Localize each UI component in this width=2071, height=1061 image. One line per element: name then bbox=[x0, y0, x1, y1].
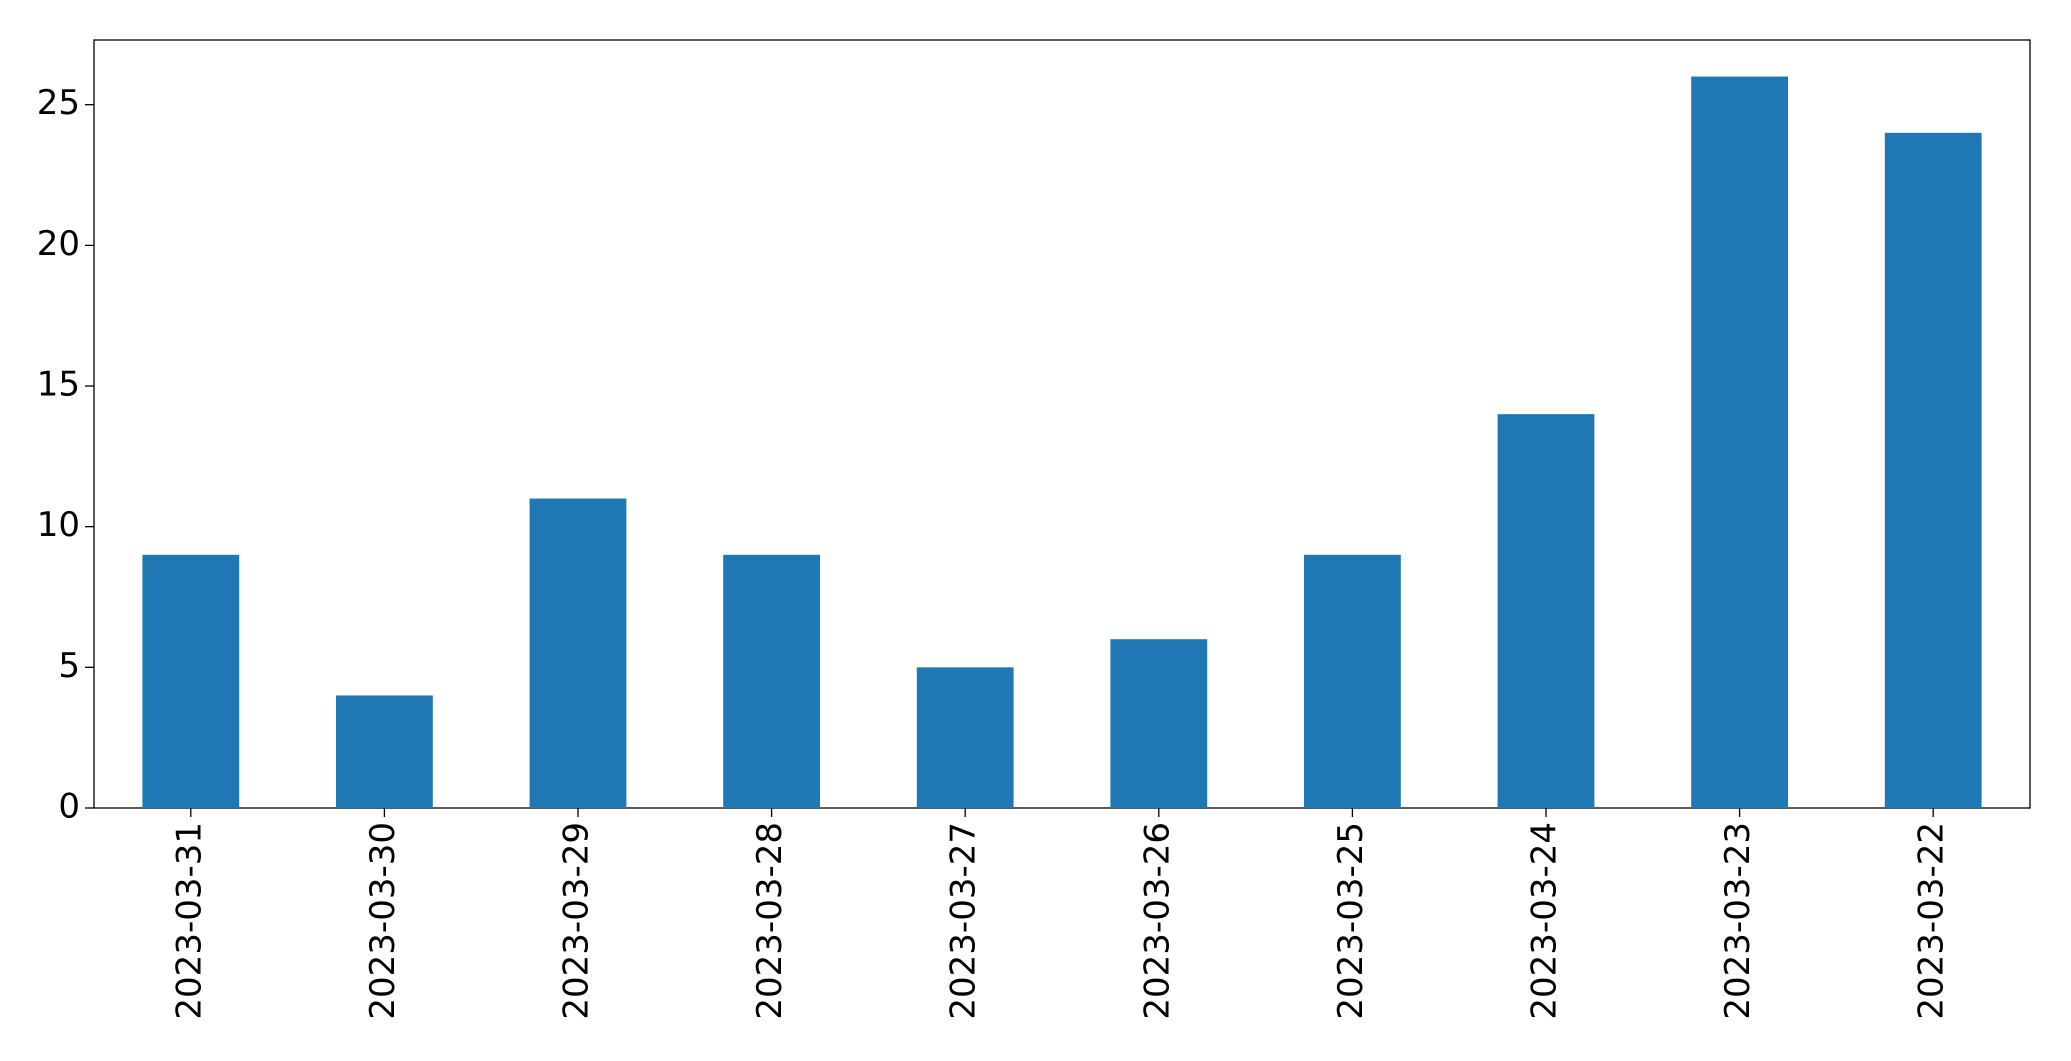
x-tick-label: 2023-03-25 bbox=[1331, 822, 1371, 1020]
y-tick-label: 10 bbox=[37, 505, 80, 545]
bar bbox=[529, 498, 627, 808]
x-tick-label: 2023-03-28 bbox=[750, 822, 790, 1020]
bar bbox=[336, 695, 433, 808]
x-tick-label: 2023-03-31 bbox=[169, 822, 209, 1020]
plot-frame bbox=[93, 39, 2031, 809]
y-tick-label: 15 bbox=[37, 365, 80, 405]
x-tick-label: 2023-03-27 bbox=[944, 822, 984, 1020]
x-tick-label: 2023-03-26 bbox=[1137, 822, 1177, 1020]
bar bbox=[142, 554, 240, 808]
bar bbox=[1884, 132, 1982, 809]
x-tick-label: 2023-03-23 bbox=[1718, 822, 1758, 1020]
bar bbox=[916, 667, 1014, 808]
y-tick-label: 5 bbox=[58, 646, 80, 686]
y-tick-label: 20 bbox=[37, 224, 80, 264]
x-tick-label: 2023-03-24 bbox=[1525, 822, 1565, 1020]
bar bbox=[723, 554, 820, 808]
y-tick-label: 25 bbox=[37, 83, 80, 123]
bar bbox=[1497, 414, 1595, 808]
x-tick-label: 2023-03-30 bbox=[363, 822, 403, 1020]
bar bbox=[1691, 76, 1788, 809]
y-tick-label: 0 bbox=[58, 787, 80, 827]
bar bbox=[1304, 554, 1401, 808]
x-tick-label: 2023-03-22 bbox=[1912, 822, 1952, 1020]
bar bbox=[1110, 639, 1208, 808]
x-tick-label: 2023-03-29 bbox=[557, 822, 597, 1020]
